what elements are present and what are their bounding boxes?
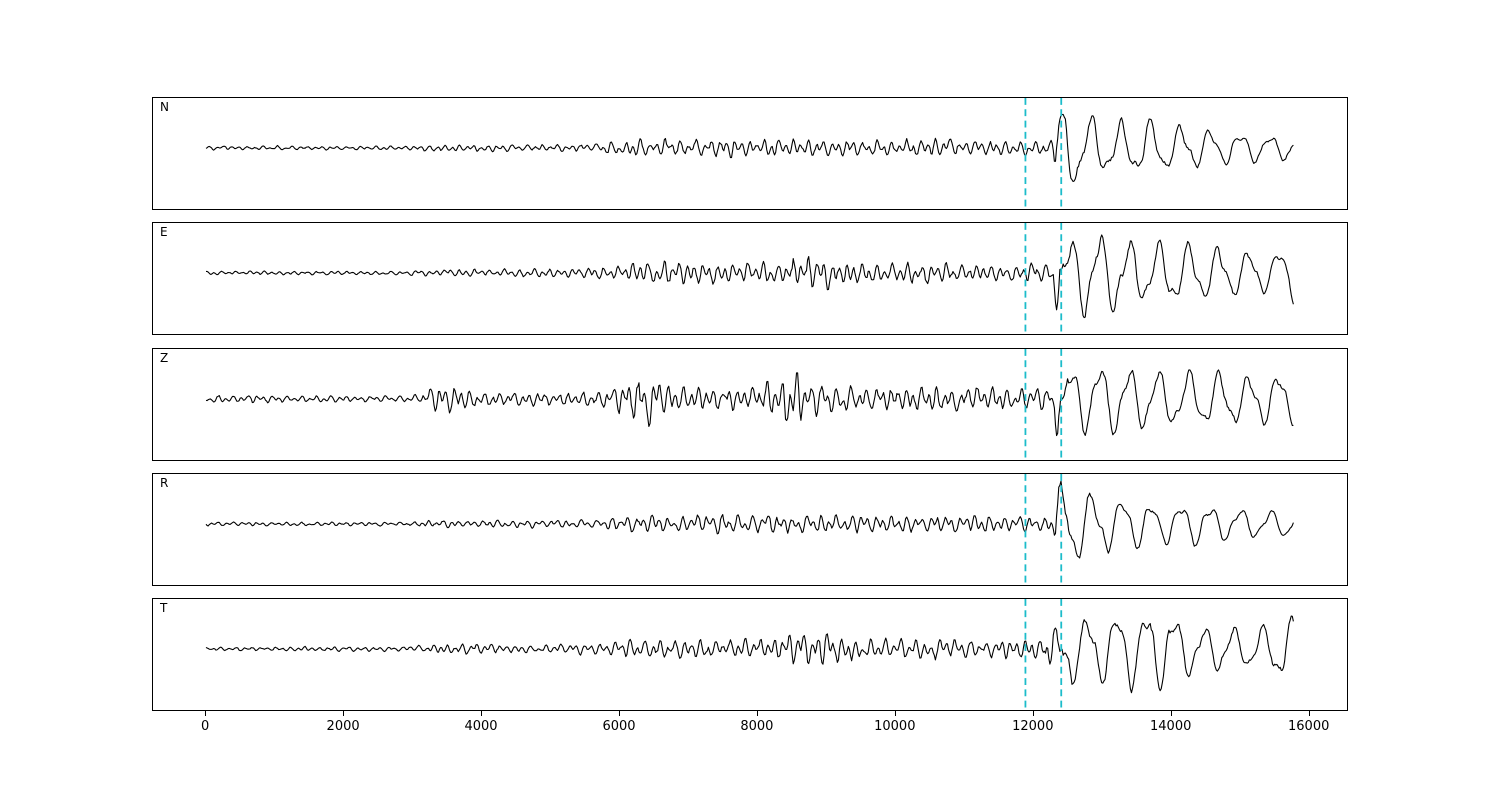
x-tick-label: 4000 bbox=[464, 719, 498, 735]
waveform-trace bbox=[205, 615, 1294, 694]
channel-label: E bbox=[160, 225, 168, 240]
trace-panel-N: N bbox=[152, 97, 1348, 210]
x-tick-label: 14000 bbox=[1150, 719, 1192, 735]
x-tick-label: 2000 bbox=[326, 719, 360, 735]
x-tick-label: 16000 bbox=[1288, 719, 1330, 735]
waveform-plot bbox=[205, 98, 1294, 209]
trace-panel-E: E bbox=[152, 222, 1348, 336]
trace-panel-T: T bbox=[152, 598, 1348, 712]
waveform-plot bbox=[205, 348, 1294, 460]
x-tick-label: 0 bbox=[200, 719, 210, 735]
x-tick-mark bbox=[894, 711, 896, 717]
x-tick-mark bbox=[1308, 711, 1310, 717]
channel-label: T bbox=[160, 601, 168, 616]
x-tick-mark bbox=[481, 711, 482, 717]
x-tick-mark bbox=[205, 711, 207, 717]
x-tick-label: 10000 bbox=[874, 719, 916, 735]
x-tick-mark bbox=[756, 711, 758, 717]
waveform-trace bbox=[206, 234, 1294, 319]
x-tick-label: 12000 bbox=[1012, 719, 1054, 735]
channel-label: Z bbox=[160, 350, 169, 365]
trace-panel-R: R bbox=[152, 472, 1348, 586]
x-tick-mark bbox=[1032, 711, 1034, 717]
trace-panel-Z: Z bbox=[152, 347, 1348, 461]
waveform-plot bbox=[205, 473, 1294, 585]
channel-label: R bbox=[160, 475, 169, 490]
waveform-trace bbox=[205, 368, 1294, 436]
x-tick-label: 6000 bbox=[602, 719, 636, 735]
x-tick-mark bbox=[343, 711, 345, 717]
waveform-trace bbox=[205, 480, 1294, 559]
waveform-trace bbox=[205, 113, 1294, 183]
x-tick-mark bbox=[1170, 711, 1172, 717]
x-tick-label: 8000 bbox=[740, 719, 774, 735]
x-tick-mark bbox=[619, 711, 620, 717]
waveform-plot bbox=[205, 599, 1294, 711]
channel-label: N bbox=[160, 100, 169, 114]
waveform-plot bbox=[206, 223, 1294, 335]
